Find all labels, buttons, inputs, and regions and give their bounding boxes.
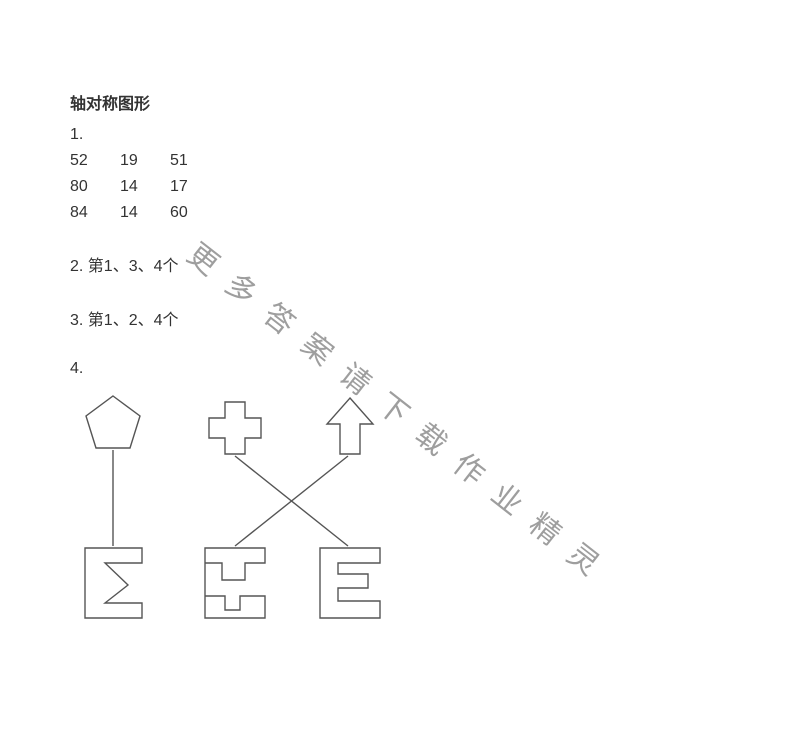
table-row: 80 14 17 xyxy=(70,178,800,196)
pentagon-icon xyxy=(86,396,140,448)
table-row: 52 19 51 xyxy=(70,152,800,170)
cell: 14 xyxy=(120,204,170,222)
cell: 60 xyxy=(170,204,220,222)
section-title: 轴对称图形 xyxy=(70,90,800,114)
q2-answer: 2. 第1、3、4个 xyxy=(70,252,800,276)
bottom-shape-1-icon xyxy=(85,548,142,618)
cell: 80 xyxy=(70,178,120,196)
q4-diagram xyxy=(70,388,800,628)
cell: 14 xyxy=(120,178,170,196)
q4-label: 4. xyxy=(70,360,800,378)
q3-answer: 3. 第1、2、4个 xyxy=(70,306,800,330)
bottom-shape-2-icon xyxy=(205,548,265,618)
cell: 51 xyxy=(170,152,220,170)
bottom-shape-3-icon xyxy=(320,548,380,618)
cell: 52 xyxy=(70,152,120,170)
table-row: 84 14 60 xyxy=(70,204,800,222)
up-arrow-icon xyxy=(327,398,373,454)
cell: 19 xyxy=(120,152,170,170)
q1-table: 52 19 51 80 14 17 84 14 60 xyxy=(70,152,800,222)
q1-label: 1. xyxy=(70,126,800,144)
cell: 17 xyxy=(170,178,220,196)
cross-icon xyxy=(209,402,261,454)
cell: 84 xyxy=(70,204,120,222)
